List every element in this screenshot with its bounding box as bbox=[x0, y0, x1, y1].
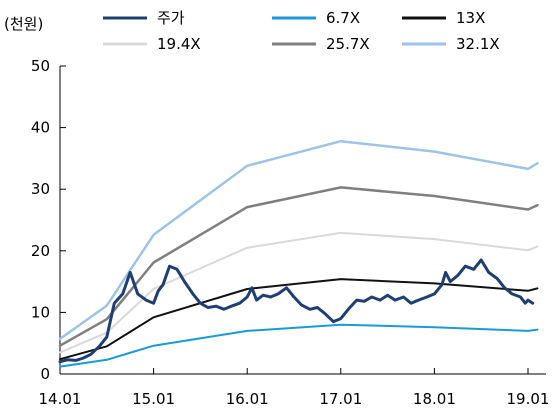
legend-label: 6.7X bbox=[326, 9, 360, 27]
series-line bbox=[58, 186, 539, 347]
x-tick-label: 18.01 bbox=[413, 390, 456, 408]
series-layer bbox=[58, 139, 539, 368]
unit-label: (천원) bbox=[4, 15, 43, 33]
series-line bbox=[58, 258, 535, 364]
x-tick-label: 19.01 bbox=[507, 390, 550, 408]
series-line bbox=[59, 323, 539, 368]
series-line bbox=[59, 278, 539, 361]
x-tick-label: 15.01 bbox=[132, 390, 175, 408]
legend-label: 주가 bbox=[157, 9, 185, 27]
y-tick-label: 30 bbox=[31, 180, 50, 198]
legend-label: 19.4X bbox=[157, 35, 201, 53]
y-axis: 0 10 20 30 40 50 bbox=[31, 57, 66, 383]
legend-label: 13X bbox=[456, 9, 485, 27]
x-tick-label: 14.01 bbox=[39, 390, 82, 408]
x-tick-label: 17.01 bbox=[319, 390, 362, 408]
series-line bbox=[58, 139, 539, 341]
y-tick-label: 20 bbox=[31, 242, 50, 260]
legend-label: 25.7X bbox=[326, 35, 370, 53]
y-tick-label: 0 bbox=[40, 365, 50, 383]
y-tick-label: 50 bbox=[31, 57, 50, 75]
x-tick-label: 16.01 bbox=[226, 390, 269, 408]
series-line bbox=[59, 231, 539, 354]
y-tick-label: 40 bbox=[31, 119, 50, 137]
legend-label: 32.1X bbox=[456, 35, 500, 53]
x-axis: 14.01 15.01 16.01 17.01 18.01 19.01 bbox=[39, 368, 550, 408]
y-tick-label: 10 bbox=[31, 303, 50, 321]
legend: 주가 6.7X 13X 19.4X 25.7X 32.1X bbox=[103, 9, 500, 53]
